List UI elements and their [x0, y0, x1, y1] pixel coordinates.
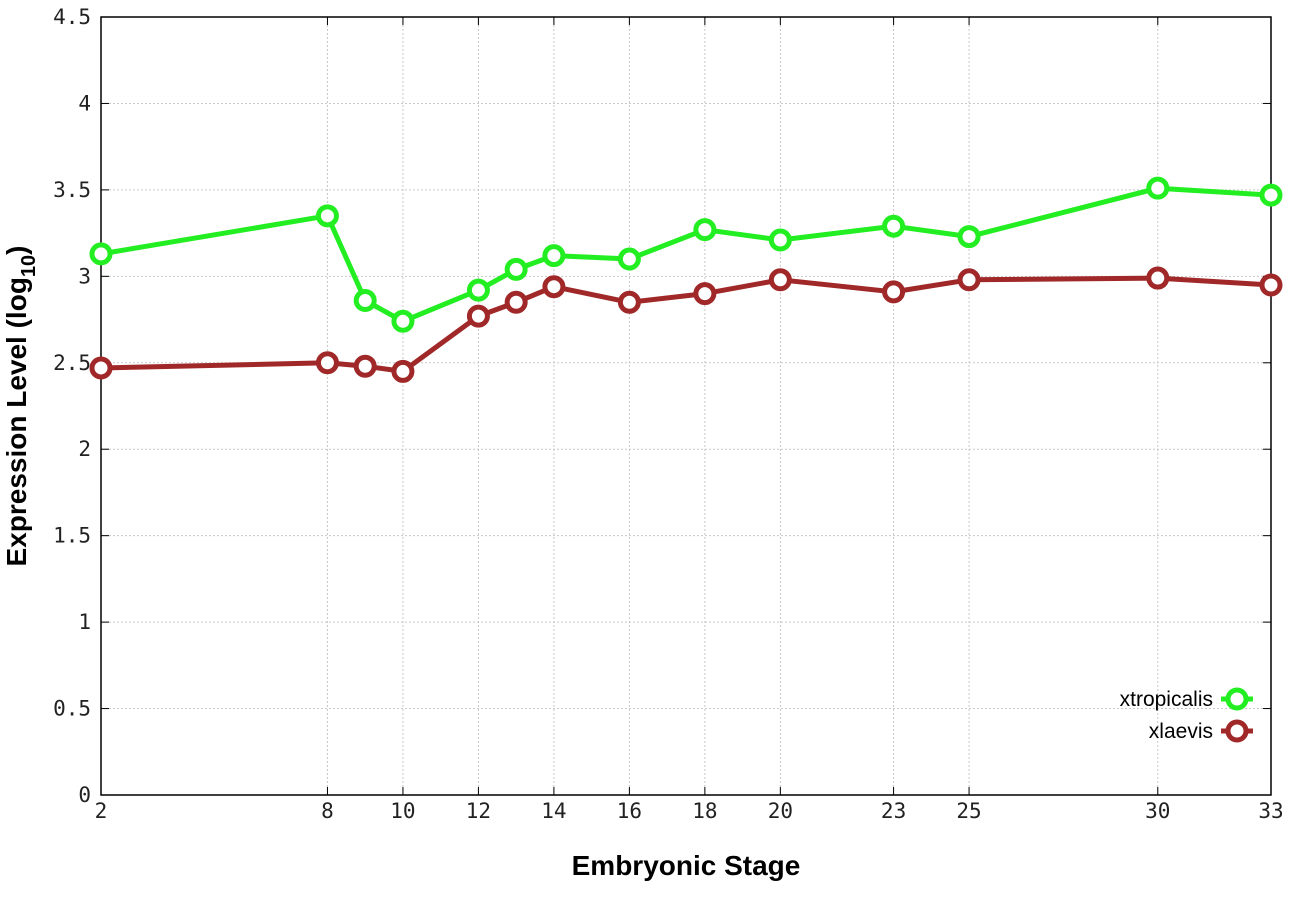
legend-marker-xlaevis	[1225, 719, 1249, 743]
y-axis: 0 0.5 1 1.5 2 2.5 3 3.5 4 4.5	[53, 5, 1271, 807]
data-point-xtropicalis	[617, 247, 641, 271]
y-axis-title-subscript: 10	[18, 255, 40, 277]
data-point-xtropicalis	[391, 309, 415, 333]
data-point-xlaevis	[391, 359, 415, 383]
data-point-xtropicalis	[693, 218, 717, 242]
data-point-xlaevis	[89, 356, 113, 380]
series-line-xlaevis	[100, 275, 1272, 374]
data-point-xtropicalis	[957, 225, 981, 249]
x-tick-label: 23	[881, 799, 906, 823]
data-point-xlaevis	[882, 280, 906, 304]
data-point-xlaevis	[466, 304, 490, 328]
x-tick-label: 25	[956, 799, 981, 823]
x-tick-label: 12	[466, 799, 491, 823]
data-point-xtropicalis	[466, 278, 490, 302]
data-point-xtropicalis	[882, 214, 906, 238]
x-tick-label: 2	[95, 799, 108, 823]
x-tick-label: 30	[1145, 799, 1170, 823]
data-point-xtropicalis	[1146, 176, 1170, 200]
data-point-xlaevis	[315, 351, 339, 375]
data-point-xlaevis	[353, 354, 377, 378]
series-line-xtropicalis	[100, 185, 1272, 324]
data-point-xtropicalis	[504, 257, 528, 281]
x-tick-label: 33	[1258, 799, 1283, 823]
y-axis-title-main: Expression Level (log	[1, 277, 32, 566]
data-point-xlaevis	[1146, 266, 1170, 290]
legend: xtropicalis xlaevis	[1120, 687, 1253, 743]
y-tick-label: 4	[78, 91, 91, 115]
data-point-xtropicalis	[315, 204, 339, 228]
data-point-xlaevis	[768, 268, 792, 292]
y-tick-label: 1	[78, 610, 91, 634]
legend-marker-xtropicalis	[1225, 687, 1249, 711]
plot-area-frame	[100, 16, 1272, 796]
legend-label-xtropicalis: xtropicalis	[1120, 688, 1213, 711]
y-axis-title: Expression Level (log10)	[1, 246, 40, 567]
grid	[101, 17, 1271, 795]
y-tick-label: 3.5	[53, 178, 91, 202]
data-point-xtropicalis	[542, 244, 566, 268]
y-tick-label: 3	[78, 264, 91, 288]
x-tick-label: 10	[390, 799, 415, 823]
data-point-xlaevis	[504, 290, 528, 314]
data-point-xtropicalis	[89, 242, 113, 266]
x-tick-label: 16	[617, 799, 642, 823]
x-axis: 2 8 10 12 14 16 18 20 23 25 30 33	[95, 17, 1284, 823]
y-tick-label: 0.5	[53, 697, 91, 721]
y-tick-label: 2	[78, 437, 91, 461]
data-point-xtropicalis	[353, 289, 377, 313]
y-tick-label: 2.5	[53, 351, 91, 375]
data-point-xlaevis	[1259, 273, 1283, 297]
data-point-xlaevis	[957, 268, 981, 292]
x-tick-label: 8	[321, 799, 334, 823]
data-point-xtropicalis	[768, 228, 792, 252]
x-axis-title: Embryonic Stage	[572, 850, 801, 881]
y-tick-label: 4.5	[53, 5, 91, 29]
series-group	[89, 176, 1283, 383]
x-tick-label: 20	[768, 799, 793, 823]
x-tick-label: 14	[541, 799, 566, 823]
legend-label-xlaevis: xlaevis	[1149, 720, 1213, 743]
y-tick-label: 1.5	[53, 524, 91, 548]
data-point-xlaevis	[693, 282, 717, 306]
data-point-xtropicalis	[1259, 183, 1283, 207]
data-point-xlaevis	[542, 275, 566, 299]
y-axis-title-close: )	[1, 246, 32, 255]
data-point-xlaevis	[617, 290, 641, 314]
x-tick-label: 18	[692, 799, 717, 823]
y-tick-label: 0	[78, 783, 91, 807]
